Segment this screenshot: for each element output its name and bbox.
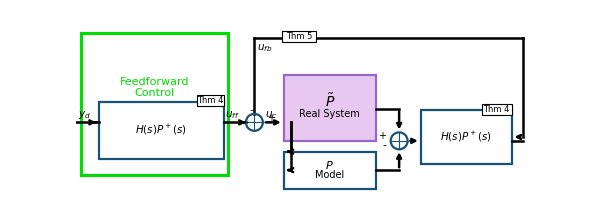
- Bar: [81, 33, 228, 175]
- Text: $P$: $P$: [326, 159, 334, 171]
- Text: $u_{ff}$: $u_{ff}$: [225, 110, 240, 121]
- Text: Feedforward
Control: Feedforward Control: [120, 77, 189, 98]
- Text: $\tilde{P}$: $\tilde{P}$: [325, 92, 335, 110]
- Bar: [284, 152, 376, 189]
- Text: -: -: [249, 105, 253, 115]
- Bar: [482, 104, 511, 115]
- Bar: [284, 75, 376, 141]
- Text: $H(s)P^+(s)$: $H(s)P^+(s)$: [135, 123, 187, 138]
- Text: $y_d$: $y_d$: [78, 110, 91, 121]
- Text: +: +: [267, 113, 274, 123]
- Text: Model: Model: [315, 170, 345, 180]
- Text: Thm 5: Thm 5: [286, 32, 312, 41]
- Text: $H(s)P^+(s)$: $H(s)P^+(s)$: [440, 130, 492, 144]
- Text: $u_c$: $u_c$: [265, 110, 277, 121]
- Text: Thm 4: Thm 4: [197, 96, 223, 105]
- Bar: [282, 31, 316, 41]
- Text: Real System: Real System: [299, 108, 360, 118]
- Text: -: -: [382, 140, 386, 151]
- Bar: [197, 95, 223, 106]
- Text: $u_{fb}$: $u_{fb}$: [257, 43, 272, 54]
- Text: Thm 4: Thm 4: [484, 105, 510, 114]
- Text: +: +: [378, 131, 386, 141]
- Bar: [99, 101, 223, 159]
- Bar: [421, 110, 511, 164]
